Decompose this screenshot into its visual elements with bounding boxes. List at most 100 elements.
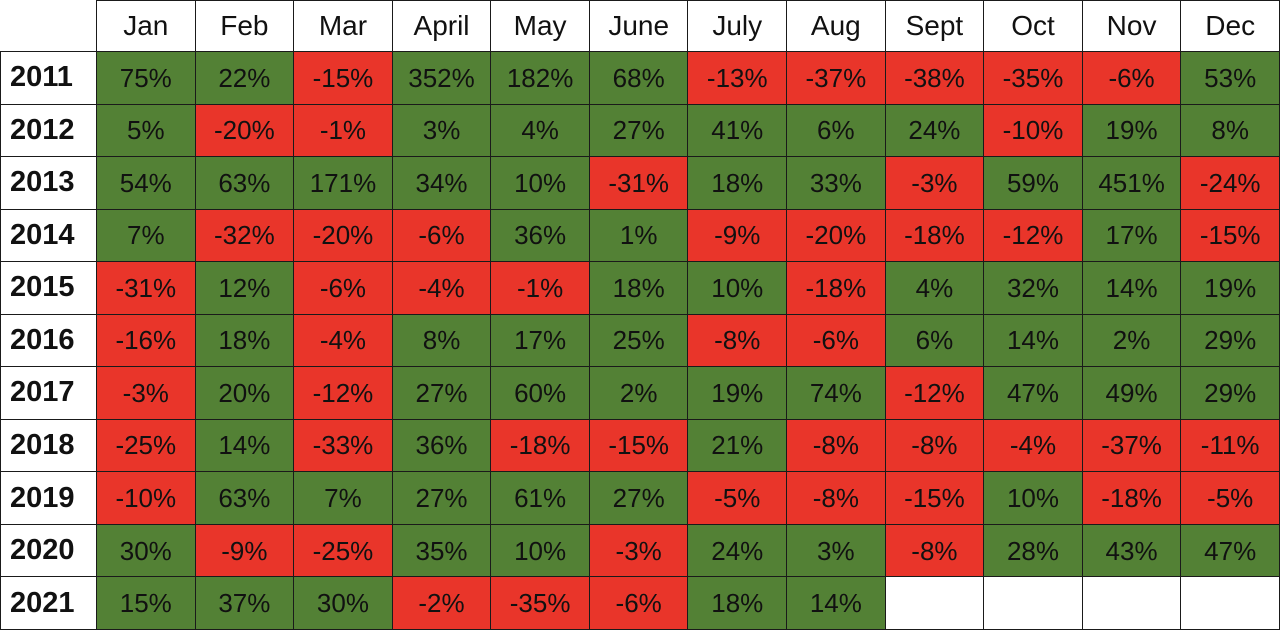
heatmap-cell: 18%	[687, 576, 788, 630]
month-header: May	[490, 0, 590, 52]
year-label: 2016	[0, 313, 97, 368]
month-header: Sept	[884, 0, 985, 52]
year-label: 2018	[0, 418, 97, 473]
heatmap-cell: -5%	[687, 471, 788, 525]
heatmap-cell: -32%	[194, 208, 295, 263]
heatmap-cell: 19%	[1081, 103, 1182, 158]
heatmap-cell: 451%	[1081, 156, 1182, 210]
heatmap-cell: -33%	[293, 418, 393, 473]
heatmap-cell: 10%	[983, 471, 1083, 525]
heatmap-cell: -16%	[96, 313, 196, 368]
heatmap-cell: -3%	[96, 366, 196, 420]
heatmap-cell: 75%	[96, 51, 196, 105]
year-label: 2014	[0, 208, 97, 263]
heatmap-cell: 7%	[96, 208, 196, 263]
heatmap-cell: 12%	[194, 261, 295, 315]
heatmap-cell: -10%	[983, 103, 1083, 158]
heatmap-cell: 49%	[1081, 366, 1182, 420]
heatmap-cell: -6%	[786, 313, 886, 368]
year-row: 2019 -10% 63% 7% 27% 61% 27% -5% -8% -15% 10% -18% -…	[0, 471, 1280, 525]
heatmap-cell: 34%	[391, 156, 492, 210]
heatmap-cell: -37%	[786, 51, 886, 105]
heatmap-cell: 74%	[786, 366, 886, 420]
heatmap-cell: -11%	[1180, 418, 1280, 473]
heatmap-cell: 63%	[194, 471, 295, 525]
year-row: 2012 5% -20% -1% 3% 4% 27% 41% 6% 24% -10% 19% 8%	[0, 103, 1280, 158]
heatmap-cell: 36%	[391, 418, 492, 473]
heatmap-cell: 19%	[687, 366, 788, 420]
heatmap-cell: -9%	[194, 523, 295, 578]
heatmap-cell: -38%	[884, 51, 985, 105]
heatmap-cell: -13%	[687, 51, 788, 105]
empty-cell	[1081, 576, 1182, 630]
year-row: 2020 30% -9% -25% 35% 10% -3% 24% 3% -8% 28% 43% 47%	[0, 523, 1280, 578]
heatmap-cell: -4%	[391, 261, 492, 315]
heatmap-cell: 14%	[194, 418, 295, 473]
heatmap-cell: 59%	[983, 156, 1083, 210]
year-row: 2016 -16% 18% -4% 8% 17% 25% -8% -6% 6% 14% 2% 29%	[0, 313, 1280, 368]
heatmap-cell: 10%	[687, 261, 788, 315]
heatmap-cell: -15%	[588, 418, 689, 473]
heatmap-cell: 14%	[1081, 261, 1182, 315]
heatmap-cell: 60%	[490, 366, 590, 420]
heatmap-cell: 18%	[194, 313, 295, 368]
heatmap-cell: -25%	[96, 418, 196, 473]
heatmap-cell: -31%	[588, 156, 689, 210]
heatmap-cell: 17%	[1081, 208, 1182, 263]
heatmap-cell: 29%	[1180, 313, 1280, 368]
heatmap-cell: 15%	[96, 576, 196, 630]
heatmap-cell: 2%	[1081, 313, 1182, 368]
heatmap-cell: 352%	[391, 51, 492, 105]
heatmap-cell: -6%	[1081, 51, 1182, 105]
heatmap-cell: -12%	[293, 366, 393, 420]
month-header: Mar	[293, 0, 393, 52]
heatmap-cell: 25%	[588, 313, 689, 368]
heatmap-cell: -4%	[983, 418, 1083, 473]
year-row: 2011 75% 22% -15% 352% 182% 68% -13% -37% -38% -35…	[0, 51, 1280, 105]
heatmap-cell: 22%	[194, 51, 295, 105]
heatmap-cell: 24%	[687, 523, 788, 578]
heatmap-cell: 20%	[194, 366, 295, 420]
heatmap-cell: 61%	[490, 471, 590, 525]
heatmap-cell: 10%	[490, 156, 590, 210]
heatmap-cell: 47%	[1180, 523, 1280, 578]
heatmap-body: 2011 75% 22% -15% 352% 182% 68% -13% -37% -38% -35…	[0, 51, 1280, 630]
heatmap-cell: -1%	[490, 261, 590, 315]
heatmap-cell: 47%	[983, 366, 1083, 420]
heatmap-cell: 21%	[687, 418, 788, 473]
heatmap-cell: 36%	[490, 208, 590, 263]
month-header: June	[588, 0, 689, 52]
heatmap-cell: 53%	[1180, 51, 1280, 105]
heatmap-cell: -24%	[1180, 156, 1280, 210]
heatmap-cell: 27%	[391, 366, 492, 420]
empty-cell	[1180, 576, 1280, 630]
heatmap-cell: -8%	[884, 418, 985, 473]
heatmap-cell: 14%	[983, 313, 1083, 368]
heatmap-cell: 30%	[293, 576, 393, 630]
heatmap-cell: -18%	[786, 261, 886, 315]
heatmap-cell: 37%	[194, 576, 295, 630]
heatmap-cell: 17%	[490, 313, 590, 368]
heatmap-cell: -15%	[1180, 208, 1280, 263]
heatmap-cell: -4%	[293, 313, 393, 368]
month-header: Dec	[1180, 0, 1280, 52]
heatmap-cell: 41%	[687, 103, 788, 158]
month-header: Oct	[983, 0, 1083, 52]
heatmap-cell: 5%	[96, 103, 196, 158]
month-header: Aug	[786, 0, 886, 52]
heatmap-cell: 63%	[194, 156, 295, 210]
heatmap-cell: 68%	[588, 51, 689, 105]
heatmap-cell: -18%	[1081, 471, 1182, 525]
year-label: 2011	[0, 51, 97, 105]
heatmap-cell: 19%	[1180, 261, 1280, 315]
year-label: 2013	[0, 156, 97, 210]
heatmap-cell: 2%	[588, 366, 689, 420]
heatmap-cell: -8%	[786, 418, 886, 473]
heatmap-cell: -18%	[884, 208, 985, 263]
heatmap-cell: 29%	[1180, 366, 1280, 420]
heatmap-cell: -6%	[588, 576, 689, 630]
heatmap-cell: 1%	[588, 208, 689, 263]
heatmap-cell: 18%	[687, 156, 788, 210]
heatmap-cell: -1%	[293, 103, 393, 158]
